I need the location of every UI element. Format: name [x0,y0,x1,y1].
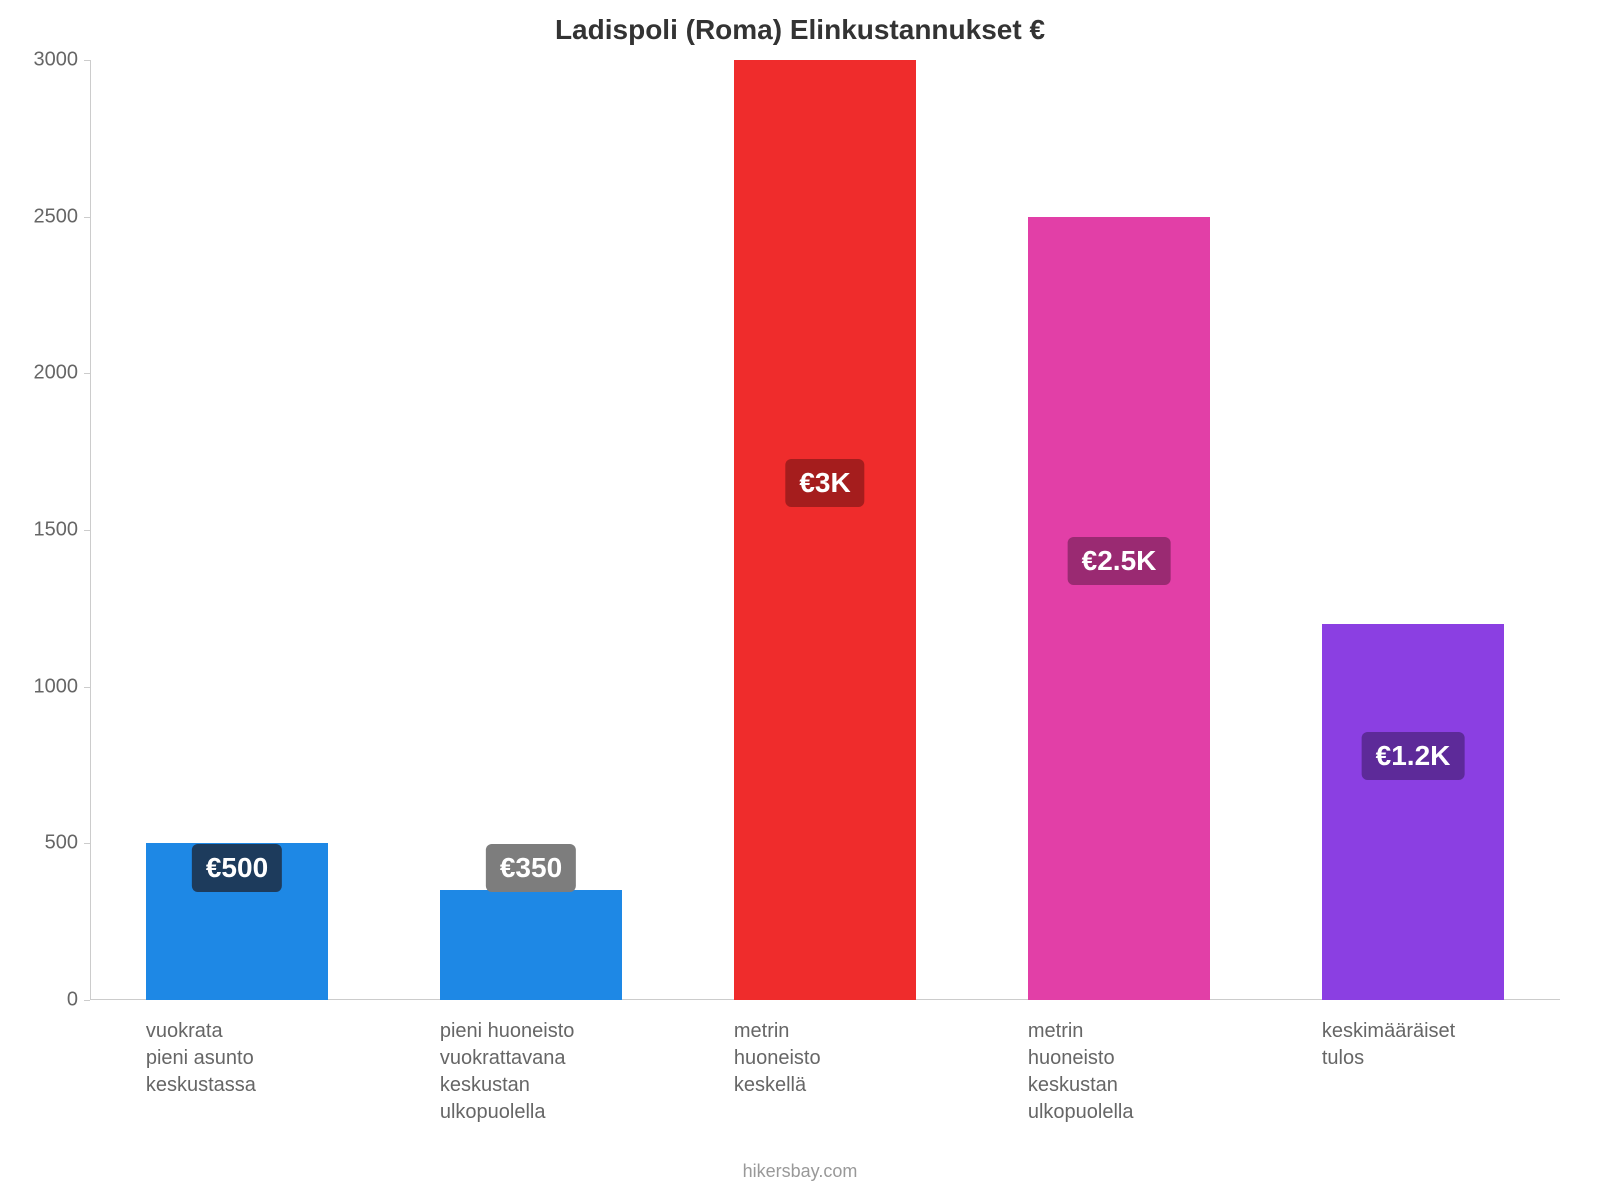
bar-value-badge: €500 [192,844,282,892]
attribution-text: hikersbay.com [0,1161,1600,1182]
y-tick-label: 1500 [34,519,91,542]
y-tick-label: 0 [67,989,90,1012]
chart-title: Ladispoli (Roma) Elinkustannukset € [0,14,1600,46]
bar [1028,217,1210,1000]
bar-value-badge: €350 [486,844,576,892]
x-category-label: metrin huoneisto keskellä [734,1000,956,1099]
y-tick-label: 500 [45,832,90,855]
y-tick-label: 2500 [34,205,91,228]
x-category-label: keskimääräiset tulos [1322,1000,1544,1072]
y-tick-label: 3000 [34,49,91,72]
y-tick-label: 2000 [34,362,91,385]
x-category-label: vuokrata pieni asunto keskustassa [146,1000,368,1099]
cost-of-living-chart: Ladispoli (Roma) Elinkustannukset € 0500… [0,0,1600,1200]
bar [734,60,916,1000]
x-category-label: pieni huoneisto vuokrattavana keskustan … [440,1000,662,1126]
bar [440,890,622,1000]
bar-value-badge: €2.5K [1068,537,1171,585]
plot-area: 050010001500200025003000€500vuokrata pie… [90,60,1560,1000]
y-tick-label: 1000 [34,675,91,698]
bar [1322,624,1504,1000]
y-axis-line [90,60,91,1000]
bar-value-badge: €1.2K [1362,732,1465,780]
x-category-label: metrin huoneisto keskustan ulkopuolella [1028,1000,1250,1126]
bar-value-badge: €3K [785,459,864,507]
